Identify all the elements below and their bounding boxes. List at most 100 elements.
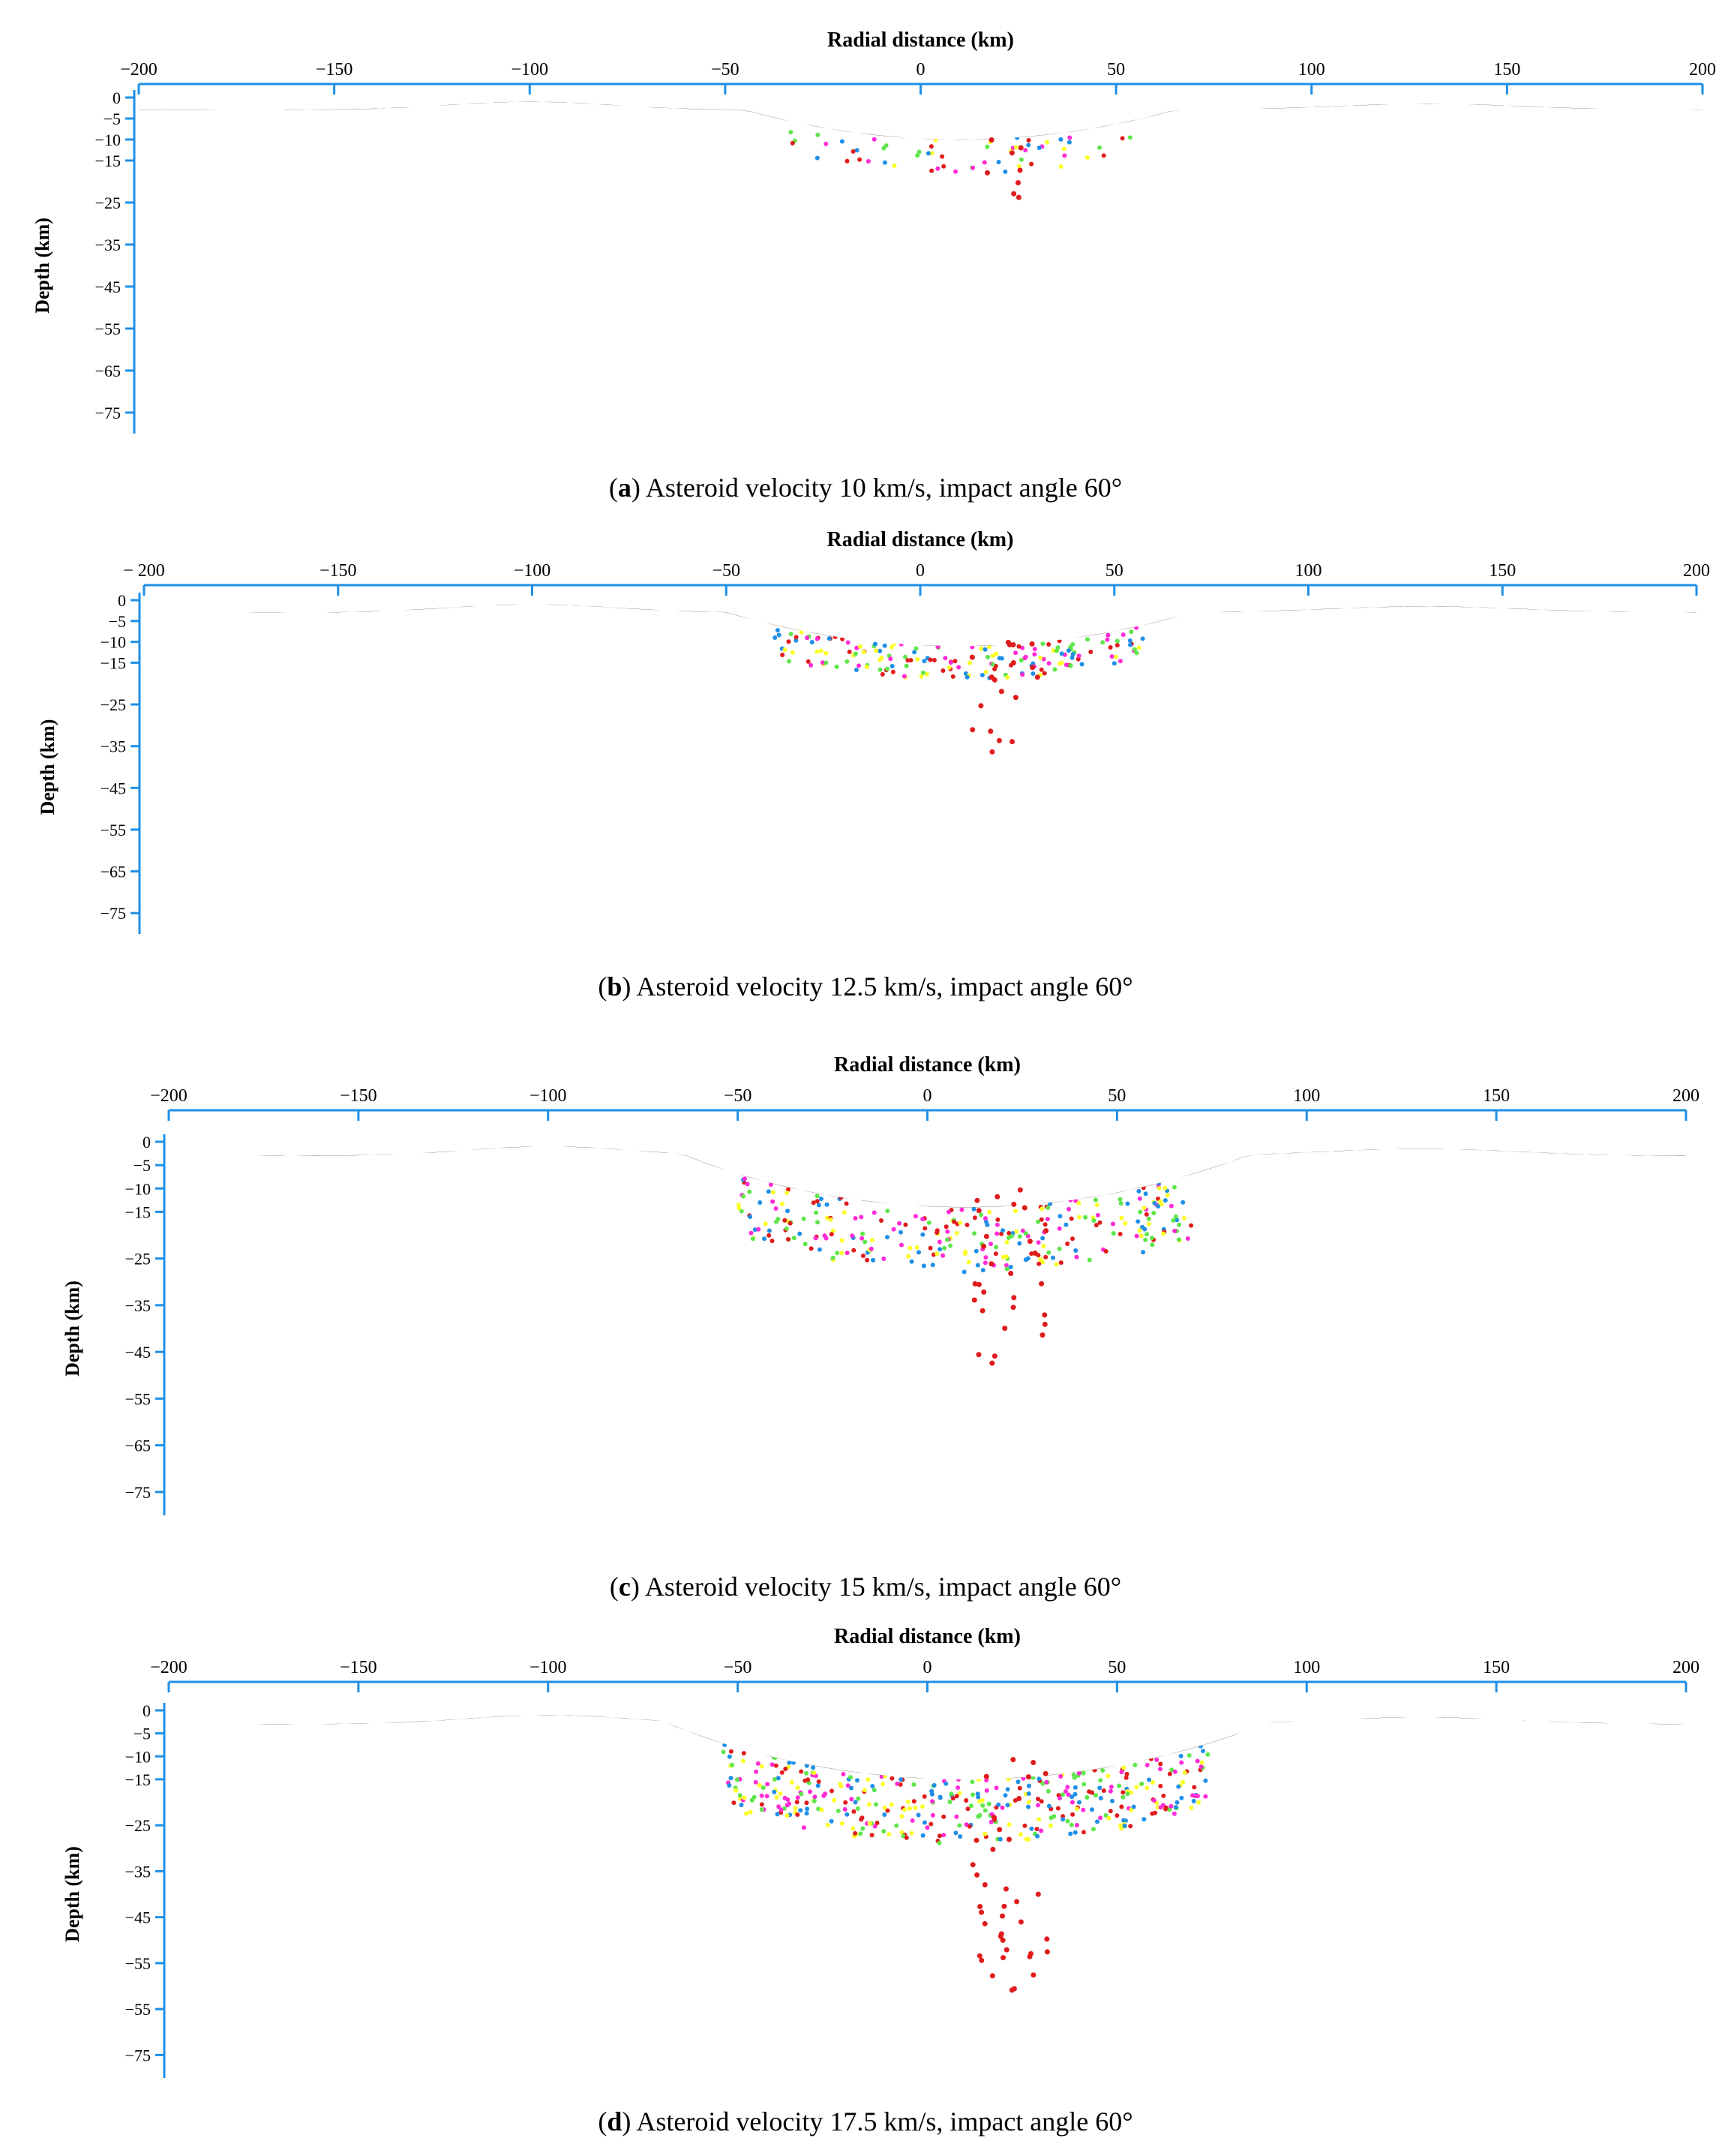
y-tick-label: −10: [100, 633, 126, 652]
y-tick-label: −10: [125, 1747, 151, 1766]
x-tick-label: −150: [340, 1658, 377, 1677]
x-tick-label: 100: [1293, 1086, 1320, 1106]
y-tick-label: −10: [95, 131, 121, 149]
y-tick-label: −55: [125, 1954, 151, 1973]
y-tick-label: −5: [134, 1725, 151, 1743]
caption-d: (d) Asteroid velocity 17.5 km/s, impact …: [598, 2106, 1132, 2136]
y-tick-label: −25: [100, 695, 126, 714]
x-tick-label: 50: [1108, 1086, 1126, 1106]
y-tick-label: −65: [100, 863, 126, 881]
particle-texture: [169, 1715, 1686, 2078]
y-tick-label: −75: [125, 2046, 151, 2064]
particle-texture: [144, 604, 1696, 934]
y-tick-label: −15: [95, 152, 121, 170]
panel-a: Radial distance (km)−200 −150 −100 −50 0 50 10…: [32, 29, 1716, 434]
y-tick-label: −75: [125, 1483, 151, 1502]
x-tick-label: −150: [320, 561, 357, 581]
y-tick-label: −45: [125, 1343, 151, 1362]
mixed-particles: [736, 1176, 1194, 1275]
impactor-fragments: [970, 1757, 1050, 1993]
x-tick-label: −200: [150, 1658, 188, 1677]
y-tick-label: −55: [125, 1389, 151, 1408]
y-axis-title: Depth (km): [32, 218, 53, 314]
y-tick-label: −5: [109, 612, 126, 631]
y-tick-label: −65: [95, 362, 121, 380]
y-tick-label: −35: [95, 236, 121, 254]
y-tick-label: −35: [125, 1296, 151, 1315]
x-tick-label: −50: [711, 60, 740, 80]
panel-d: Radial distance (km)−200 −150 −100 −50 0 50 10…: [62, 1625, 1700, 2078]
y-tick-label: −55: [125, 2000, 151, 2019]
x-tick-label: − 200: [123, 561, 165, 581]
y-tick-label: −35: [125, 1862, 151, 1881]
particle-texture: [169, 1146, 1686, 1515]
x-tick-label: −50: [724, 1658, 752, 1677]
x-tick-label: 50: [1107, 60, 1125, 80]
panel-b: Radial distance (km)− 200 −150 −100 −50 0 50 1…: [37, 528, 1710, 934]
x-tick-label: 150: [1483, 1658, 1510, 1677]
x-tick-label: 0: [916, 561, 925, 581]
x-tick-label: −200: [120, 60, 158, 80]
x-tick-label: 0: [923, 1658, 932, 1677]
x-tick-label: 50: [1106, 561, 1124, 581]
y-tick-label: −55: [100, 821, 126, 839]
caption-a: (a) Asteroid velocity 10 km/s, impact an…: [609, 473, 1122, 503]
y-axis-title: Depth (km): [37, 719, 58, 815]
y-axis-title: Depth (km): [62, 1846, 83, 1942]
y-tick-label: −25: [125, 1816, 151, 1835]
impactor-fragments: [971, 1187, 1049, 1366]
x-tick-label: 100: [1293, 1658, 1320, 1677]
y-tick-label: −45: [100, 779, 126, 797]
y-tick-label: −15: [100, 653, 126, 672]
y-tick-label: −15: [125, 1203, 151, 1221]
x-tick-label: 150: [1489, 561, 1516, 581]
x-tick-label: −100: [530, 1086, 567, 1106]
y-tick-label: 0: [142, 1701, 151, 1720]
x-axis-title: Radial distance (km): [827, 528, 1014, 551]
panel-c: Radial distance (km)−200 −150 −100 −50 0 50 10…: [62, 1053, 1700, 1515]
y-tick-label: 0: [112, 89, 121, 107]
x-tick-label: −200: [150, 1086, 188, 1106]
y-tick-label: −75: [95, 404, 121, 422]
x-tick-label: 0: [923, 1086, 932, 1106]
x-tick-label: 150: [1493, 60, 1520, 80]
x-tick-label: 50: [1108, 1658, 1126, 1677]
x-tick-label: −150: [340, 1086, 377, 1106]
mixed-particles: [772, 625, 1145, 680]
x-tick-label: 0: [916, 60, 926, 80]
x-tick-label: 200: [1689, 60, 1716, 80]
y-tick-label: −55: [95, 320, 121, 338]
impactor-fragments: [969, 639, 1040, 755]
y-tick-label: −65: [125, 1437, 151, 1455]
x-tick-label: −100: [530, 1658, 567, 1677]
y-tick-label: −75: [100, 904, 126, 923]
x-tick-label: −50: [724, 1086, 752, 1106]
y-tick-label: −25: [95, 194, 121, 212]
y-tick-label: 0: [142, 1133, 151, 1152]
caption-b: (b) Asteroid velocity 12.5 km/s, impact …: [598, 971, 1132, 1001]
y-tick-label: −5: [134, 1156, 151, 1175]
y-tick-label: −5: [104, 110, 121, 128]
x-tick-label: 100: [1295, 561, 1322, 581]
particle-texture: [139, 101, 1702, 434]
y-tick-label: −15: [125, 1770, 151, 1789]
y-tick-label: −35: [100, 737, 126, 756]
y-tick-label: −10: [125, 1179, 151, 1198]
mixed-particles: [721, 1743, 1210, 1845]
y-tick-label: 0: [118, 591, 126, 610]
x-tick-label: 150: [1483, 1086, 1510, 1106]
caption-c: (c) Asteroid velocity 15 km/s, impact an…: [610, 1572, 1121, 1602]
x-axis-title: Radial distance (km): [834, 1625, 1021, 1648]
x-tick-label: −100: [514, 561, 551, 581]
x-axis-title: Radial distance (km): [834, 1053, 1021, 1076]
x-tick-label: 100: [1298, 60, 1325, 80]
x-tick-label: −150: [316, 60, 353, 80]
y-tick-label: −25: [125, 1250, 151, 1269]
x-axis-title: Radial distance (km): [827, 29, 1014, 52]
y-tick-label: −45: [95, 278, 121, 296]
x-tick-label: 200: [1672, 1658, 1700, 1677]
x-tick-label: −50: [712, 561, 740, 581]
x-tick-label: −100: [511, 60, 548, 80]
y-tick-label: −45: [125, 1908, 151, 1927]
x-tick-label: 200: [1672, 1086, 1700, 1106]
